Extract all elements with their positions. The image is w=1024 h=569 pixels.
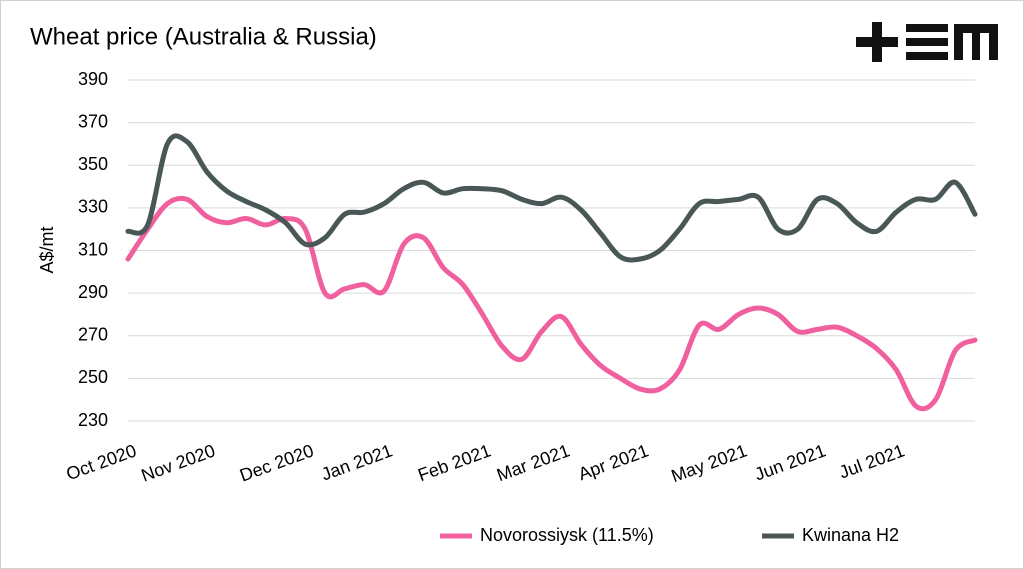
series-line	[125, 195, 978, 412]
y-tick-label: 390	[78, 69, 108, 89]
y-tick-label: 310	[78, 239, 108, 259]
legend-label: Kwinana H2	[802, 525, 899, 545]
y-tick-label: 370	[78, 111, 108, 131]
y-tick-label: 230	[78, 410, 108, 430]
chart-title: Wheat price (Australia & Russia)	[30, 23, 377, 50]
series-line	[125, 133, 978, 263]
y-tick-label: 290	[78, 282, 108, 302]
y-tick-label: 350	[78, 154, 108, 174]
y-tick-label: 270	[78, 325, 108, 345]
y-tick-label: 250	[78, 367, 108, 387]
legend-label: Novorossiysk (11.5%)	[480, 525, 654, 545]
logo	[856, 22, 998, 62]
y-tick-label: 330	[78, 197, 108, 217]
y-axis-label: A$/mt	[37, 226, 57, 273]
